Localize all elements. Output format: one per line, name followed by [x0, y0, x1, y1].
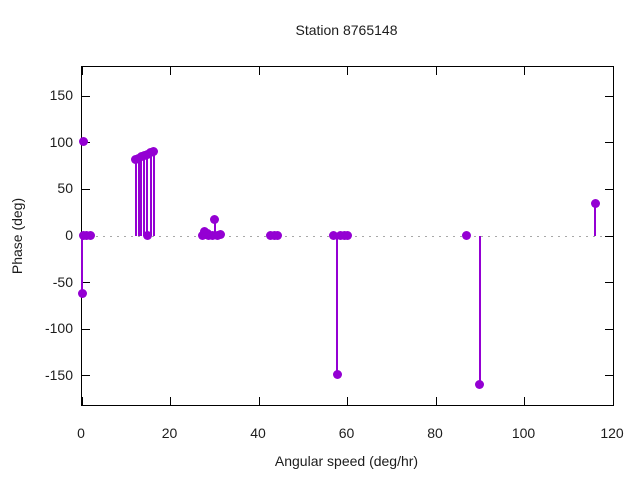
impulse-stem: [134, 159, 137, 236]
y-tick-label: -100: [44, 320, 73, 337]
x-tick-mark-top: [81, 67, 83, 75]
impulse-stem: [146, 154, 149, 236]
impulse-stem: [137, 158, 140, 236]
data-point: [85, 230, 95, 240]
x-tick-mark-bottom: [435, 397, 437, 405]
x-tick-label: 80: [427, 425, 443, 441]
data-point: [216, 230, 225, 240]
y-tick-mark-right: [605, 282, 613, 284]
plot-area: [77, 66, 614, 406]
data-point: [149, 146, 159, 156]
y-tick-label: 50: [57, 180, 73, 197]
x-tick-mark-bottom: [258, 397, 260, 405]
data-point: [77, 289, 87, 299]
x-tick-mark-top: [612, 67, 614, 75]
data-point: [272, 230, 282, 240]
x-tick-mark-bottom: [612, 397, 614, 405]
y-tick-mark-right: [605, 375, 613, 377]
x-tick-mark-bottom: [347, 397, 348, 405]
data-point: [342, 230, 352, 240]
x-tick-mark-top: [347, 67, 348, 75]
data-point: [462, 230, 472, 240]
y-tick-mark-left: [82, 188, 90, 190]
x-tick-label: 60: [338, 425, 355, 441]
data-point: [329, 230, 339, 240]
x-tick-label: 100: [511, 425, 536, 441]
impulse-stem: [152, 151, 155, 236]
impulse-stem: [143, 155, 146, 236]
x-tick-mark-top: [258, 67, 260, 75]
y-tick-label: -50: [52, 273, 73, 290]
impulse-stem: [336, 236, 339, 375]
x-tick-label: 20: [161, 425, 178, 441]
y-tick-mark-right: [605, 95, 613, 97]
impulse-stem: [594, 203, 597, 236]
y-tick-mark-left: [82, 375, 90, 377]
y-tick-mark-left: [82, 95, 90, 97]
x-tick-label: 40: [250, 425, 266, 441]
y-tick-label: 0: [65, 227, 73, 243]
data-point: [142, 231, 152, 241]
data-point: [332, 370, 342, 380]
y-tick-mark-right: [605, 188, 613, 190]
y-tick-mark-left: [82, 328, 90, 330]
x-tick-mark-bottom: [170, 397, 171, 405]
impulse-stem: [149, 152, 152, 236]
y-tick-mark-left: [82, 282, 90, 284]
data-point: [208, 230, 218, 240]
data-point: [210, 214, 220, 224]
y-tick-label: 100: [49, 133, 73, 150]
y-tick-mark-right: [605, 328, 613, 330]
data-point: [79, 137, 89, 147]
chart-title: Station 8765148: [295, 22, 398, 38]
impulse-stem: [140, 156, 143, 236]
data-point: [590, 199, 600, 209]
y-tick-label: -150: [44, 366, 73, 383]
x-tick-mark-top: [524, 67, 525, 75]
y-tick-mark-right: [605, 235, 613, 237]
x-tick-mark-bottom: [81, 397, 83, 405]
y-tick-mark-right: [605, 142, 613, 144]
impulse-stem: [478, 236, 481, 385]
impulse-stem: [213, 219, 216, 236]
y-tick-label: 150: [49, 87, 73, 104]
x-tick-mark-top: [435, 67, 437, 75]
x-tick-mark-bottom: [524, 397, 525, 405]
x-tick-label: 120: [600, 425, 624, 441]
x-tick-label: 0: [77, 425, 85, 441]
data-point: [475, 380, 485, 390]
impulse-stem: [81, 236, 84, 294]
x-tick-mark-top: [170, 67, 171, 75]
x-axis-label: Angular speed (deg/hr): [274, 453, 419, 469]
